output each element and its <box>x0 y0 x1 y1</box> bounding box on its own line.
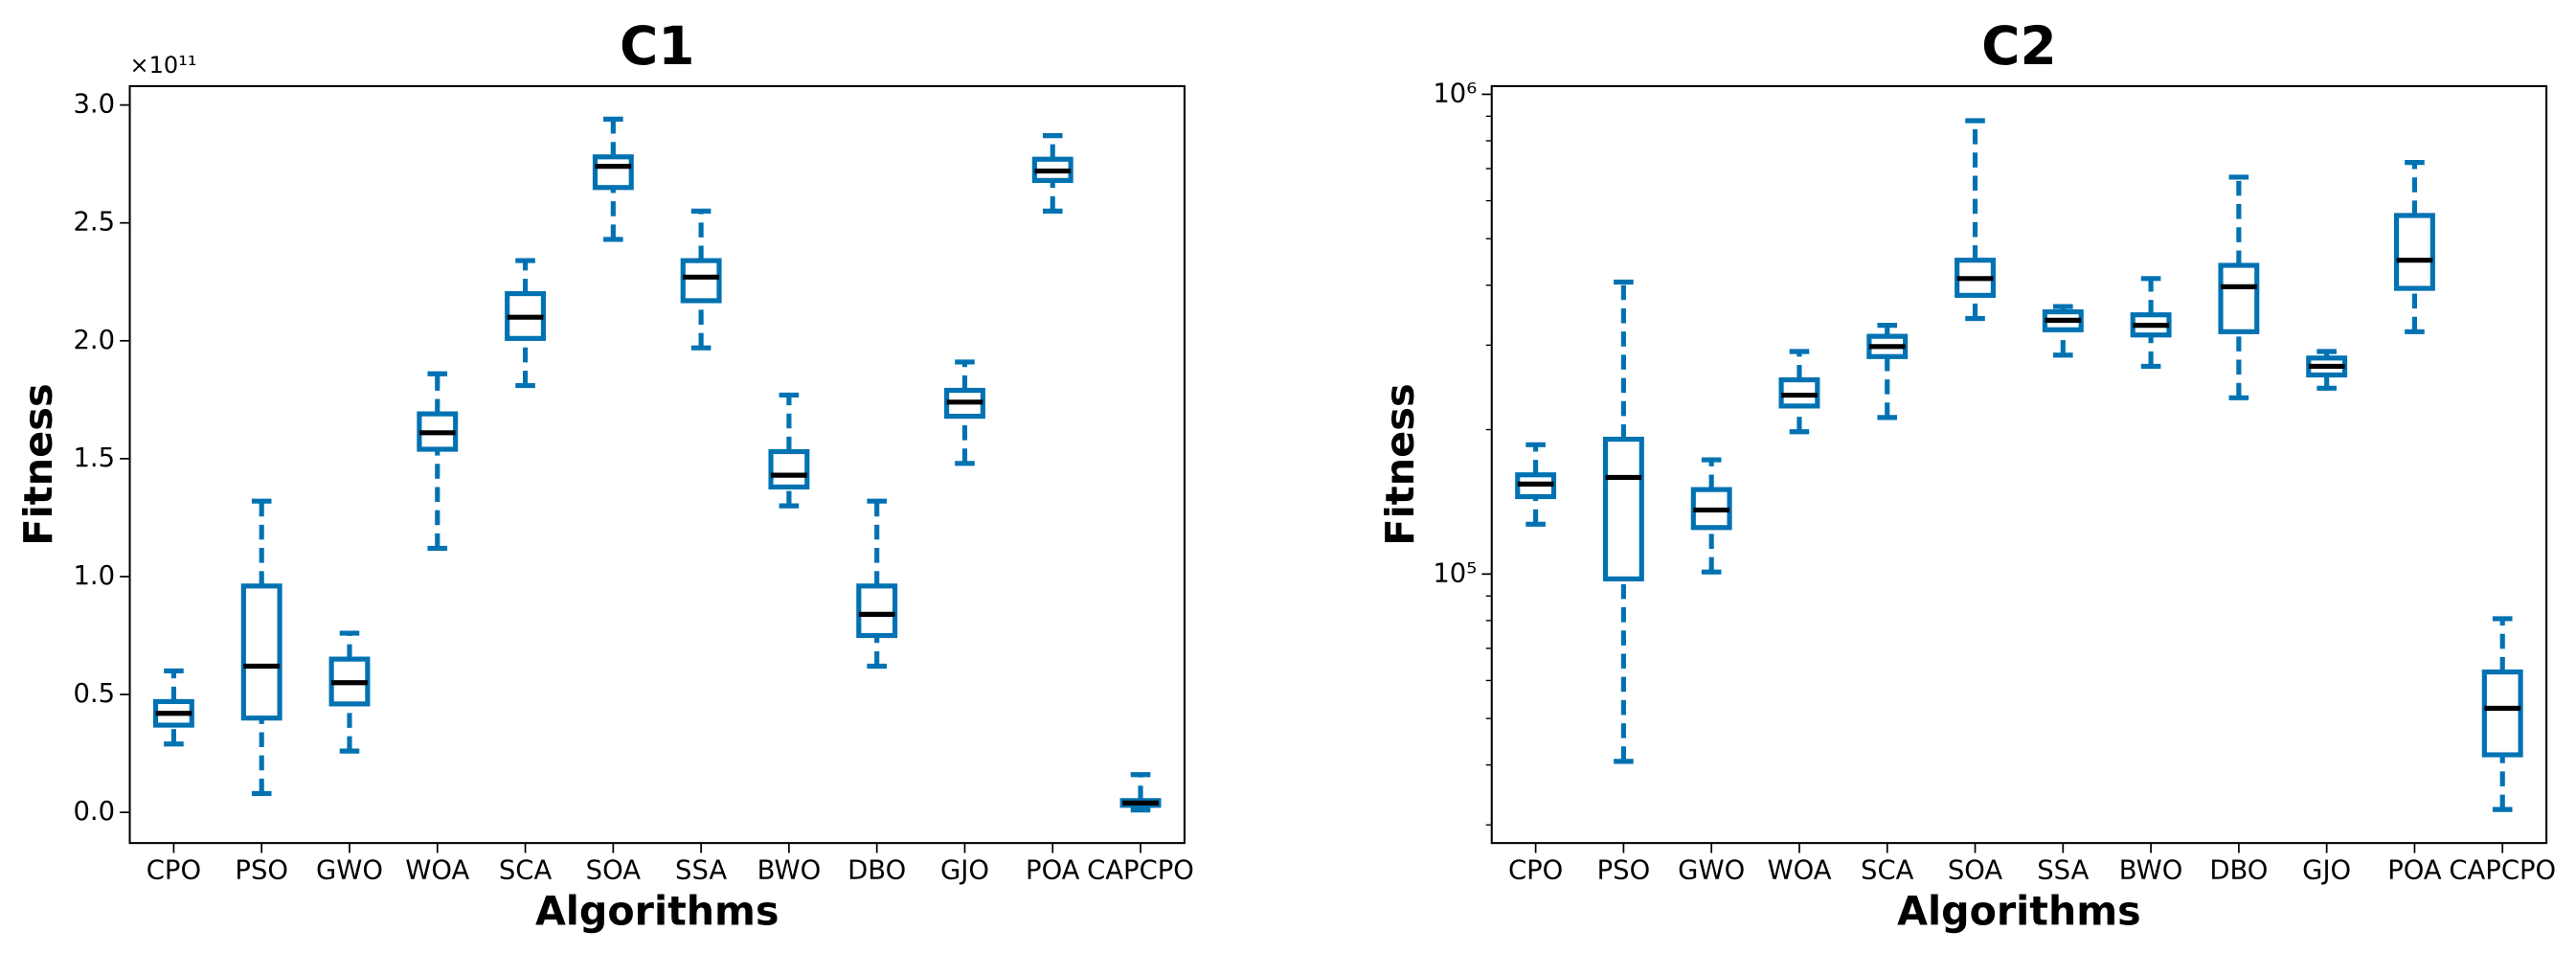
y-tick-label: 0.0 <box>73 796 115 827</box>
x-tick-label: GWO <box>1678 854 1745 885</box>
x-tick-label: BWO <box>2119 854 2183 885</box>
x-tick-label: GJO <box>940 854 989 885</box>
x-tick-label: PSO <box>235 854 288 885</box>
x-tick-label: CPO <box>147 854 201 885</box>
x-tick-label: DBO <box>847 854 906 885</box>
x-tick-label: SSA <box>2037 854 2089 885</box>
box <box>1602 436 1644 581</box>
x-axis-label: Algorithms <box>535 888 780 934</box>
y-tick-label: 1.5 <box>73 443 115 473</box>
y-tick-label: 2.5 <box>73 207 115 238</box>
x-tick-label: CAPCPO <box>2449 854 2556 885</box>
x-tick-label: CAPCPO <box>1087 854 1194 885</box>
x-tick-label: POA <box>2387 854 2442 885</box>
x-tick-label: POA <box>1026 854 1080 885</box>
chart-title: C2 <box>1981 15 2056 77</box>
plot-frame <box>128 84 1186 845</box>
box <box>680 258 722 304</box>
y-tick-label: 3.0 <box>73 89 115 120</box>
y-axis-label: Fitness <box>15 383 61 545</box>
y-tick-label: 10⁶ <box>1433 78 1477 108</box>
y-tick-label: 2.0 <box>73 325 115 355</box>
box <box>2394 213 2435 291</box>
chart-title: C1 <box>620 15 694 77</box>
y-axis-label: Fitness <box>1377 383 1423 545</box>
x-tick-label: GJO <box>2302 854 2351 885</box>
x-tick-label: SCA <box>499 854 552 885</box>
box <box>856 583 898 639</box>
box <box>768 448 810 490</box>
x-tick-label: BWO <box>757 854 822 885</box>
box <box>592 154 634 191</box>
x-tick-label: CPO <box>1508 854 1563 885</box>
x-tick-label: WOA <box>405 854 469 885</box>
x-tick-label: DBO <box>2209 854 2268 885</box>
offset-text: ×10¹¹ <box>130 52 197 79</box>
x-tick-label: SOA <box>586 854 641 885</box>
x-tick-label: PSO <box>1597 854 1651 885</box>
x-tick-label: SSA <box>675 854 727 885</box>
box <box>240 583 282 721</box>
box <box>2481 669 2523 758</box>
x-axis-label: Algorithms <box>1897 888 2141 934</box>
box <box>2218 262 2260 334</box>
x-tick-label: SCA <box>1861 854 1913 885</box>
y-tick-label: 0.5 <box>73 678 115 709</box>
x-tick-label: WOA <box>1767 854 1831 885</box>
y-tick-label: 10⁵ <box>1433 557 1477 588</box>
y-tick-label: 1.0 <box>73 560 115 591</box>
x-tick-label: SOA <box>1948 854 2002 885</box>
plot-frame <box>1490 84 2548 845</box>
x-tick-label: GWO <box>316 854 383 885</box>
